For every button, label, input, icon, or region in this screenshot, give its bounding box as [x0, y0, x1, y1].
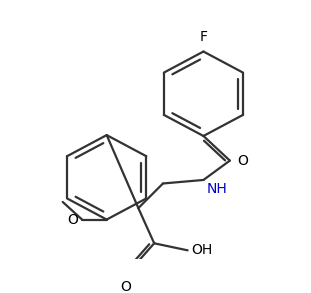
Text: NH: NH [207, 182, 228, 196]
Text: O: O [121, 280, 132, 293]
Text: O: O [237, 154, 248, 168]
Text: F: F [199, 30, 207, 45]
Text: O: O [68, 212, 79, 226]
Text: OH: OH [191, 243, 212, 257]
